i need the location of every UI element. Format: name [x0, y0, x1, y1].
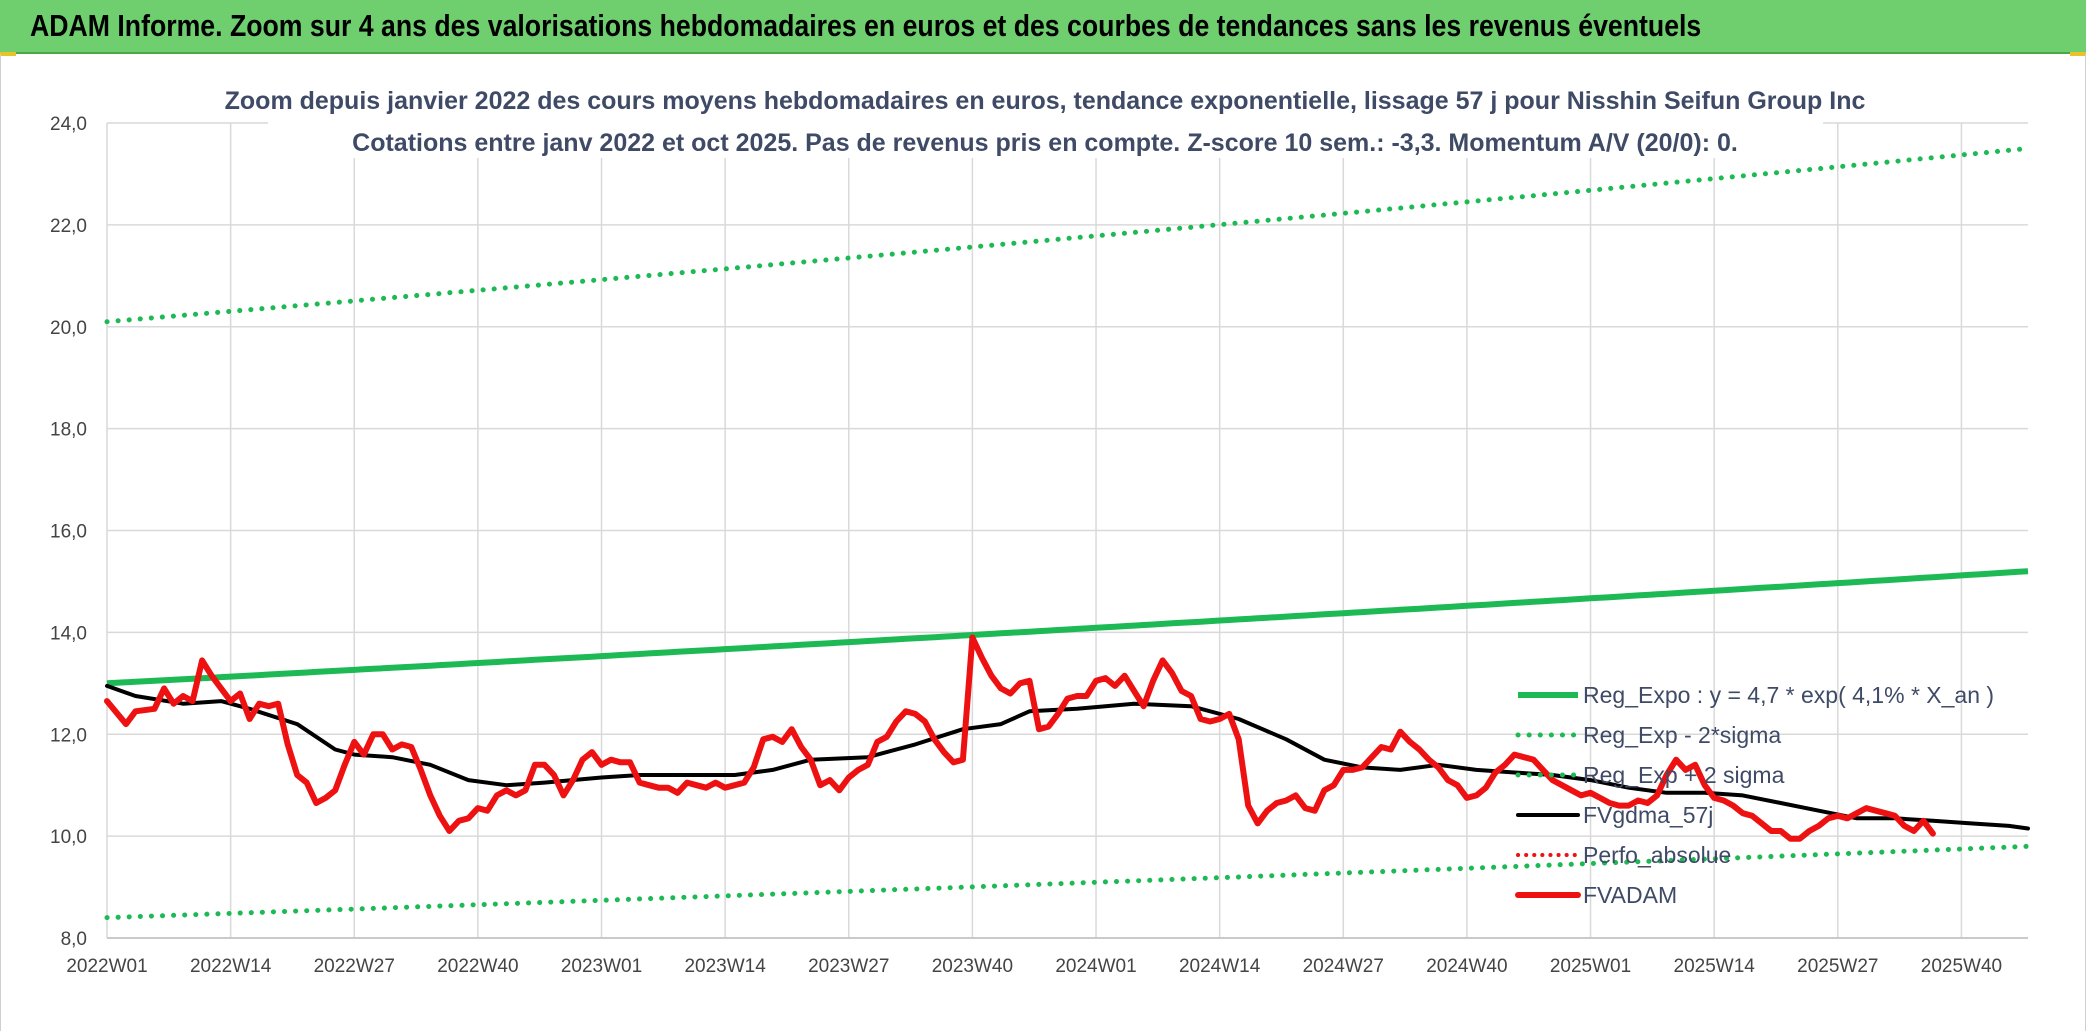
- y-tick-label: 20,0: [50, 318, 87, 339]
- x-tick-label: 2025W27: [1797, 956, 1878, 977]
- y-tick-label: 10,0: [50, 827, 87, 848]
- legend-label: FVADAM: [1583, 882, 1677, 908]
- x-tick-label: 2025W01: [1550, 956, 1631, 977]
- y-axis-ticks: 8,0 10,0 12,0 14,0 16,0 18,0 20,0 22,0 24,0: [50, 114, 87, 950]
- x-tick-label: 2022W01: [66, 956, 147, 977]
- y-tick-label: 22,0: [50, 216, 87, 237]
- reg-exp-minus-2sigma-line: [104, 843, 2031, 921]
- x-tick-label: 2025W40: [1921, 956, 2002, 977]
- x-tick-label: 2025W14: [1674, 956, 1756, 977]
- x-tick-label: 2023W40: [932, 956, 1013, 977]
- chart-title-line-1: Zoom depuis janvier 2022 des cours moyen…: [225, 87, 1866, 115]
- x-tick-label: 2022W14: [190, 956, 272, 977]
- legend-label: Reg_Exp + 2 sigma: [1583, 762, 1785, 788]
- y-tick-label: 24,0: [50, 114, 87, 135]
- legend-label: FVgdma_57j: [1583, 802, 1713, 828]
- legend-label: Perfo_absolue: [1583, 842, 1731, 868]
- x-tick-label: 2024W40: [1426, 956, 1507, 977]
- y-tick-label: 14,0: [50, 623, 87, 644]
- reg-exp-plus-2sigma-line: [104, 146, 2031, 325]
- x-axis-ticks: 2022W01 2022W14 2022W27 2022W40 2023W01 2023W…: [66, 956, 2002, 977]
- report-title: ADAM Informe. Zoom sur 4 ans des valoris…: [30, 8, 1702, 43]
- x-tick-label: 2022W27: [314, 956, 395, 977]
- x-tick-label: 2024W27: [1303, 956, 1384, 977]
- fvgdma-57j-line: [105, 683, 2030, 831]
- legend-label: Reg_Expo : y = 4,7 * exp( 4,1% * X_an ): [1583, 682, 1994, 708]
- chart-title-line-2: Cotations entre janv 2022 et oct 2025. P…: [352, 129, 1738, 157]
- x-tick-label: 2023W01: [561, 956, 642, 977]
- report-banner: ADAM Informe. Zoom sur 4 ans des valoris…: [0, 0, 2086, 54]
- chart-grid: [106, 122, 2028, 939]
- x-tick-label: 2024W14: [1179, 956, 1261, 977]
- x-tick-label: 2024W01: [1055, 956, 1136, 977]
- banner-corner-right: [2070, 52, 2086, 56]
- chart-title-background: [268, 78, 1823, 158]
- y-tick-label: 12,0: [50, 725, 87, 746]
- x-tick-label: 2023W27: [808, 956, 889, 977]
- y-tick-label: 18,0: [50, 420, 87, 441]
- y-tick-label: 16,0: [50, 522, 87, 543]
- reg-expo-line: [106, 568, 2029, 687]
- x-tick-label: 2023W14: [684, 956, 766, 977]
- fvadam-line: [104, 634, 1936, 842]
- chart-legend: Reg_Expo : y = 4,7 * exp( 4,1% * X_an ) R…: [1515, 682, 1994, 908]
- banner-corner-left: [0, 52, 16, 56]
- legend-label: Reg_Exp - 2*sigma: [1583, 722, 1781, 748]
- y-tick-label: 8,0: [61, 929, 87, 950]
- chart-series: [104, 146, 2031, 921]
- x-tick-label: 2022W40: [437, 956, 518, 977]
